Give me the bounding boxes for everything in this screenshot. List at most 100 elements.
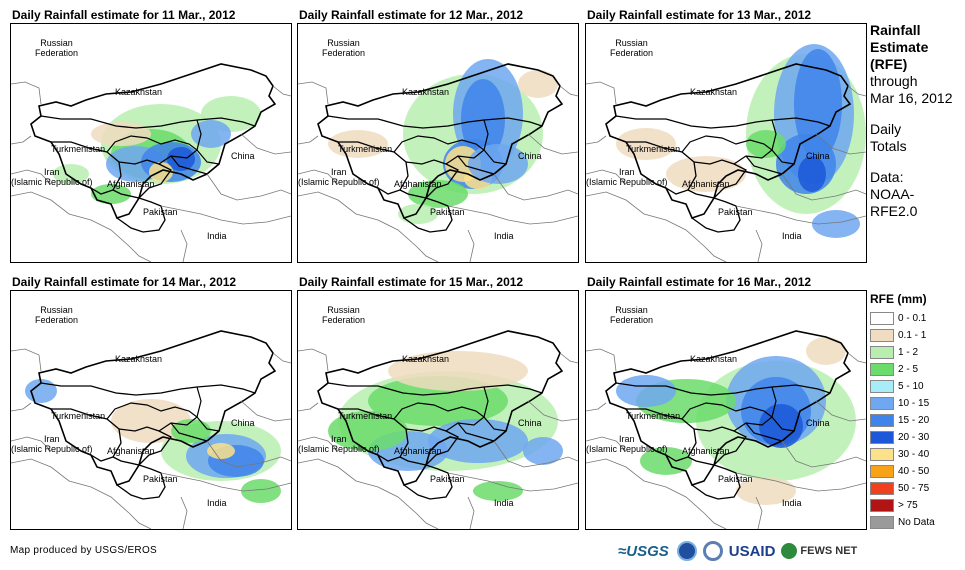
label-china: China bbox=[806, 418, 830, 428]
label-china: China bbox=[518, 151, 542, 161]
rainfall-area bbox=[171, 419, 211, 443]
rainfall-area bbox=[207, 443, 235, 459]
legend-label: 1 - 2 bbox=[898, 347, 919, 358]
rainfall-area bbox=[388, 351, 528, 391]
label-kazakhstan: Kazakhstan bbox=[402, 87, 450, 97]
legend-label: > 75 bbox=[898, 500, 918, 511]
daily-text: Daily bbox=[870, 121, 902, 137]
label-pakistan: Pakistan bbox=[430, 207, 465, 217]
rainfall-panel-14-mar: Daily Rainfall estimate for 14 Mar., 201… bbox=[10, 274, 292, 530]
rainfall-map: Russian Federation Kazakhstan Turkmenista… bbox=[10, 290, 292, 530]
panel-title: Daily Rainfall estimate for 12 Mar., 201… bbox=[299, 8, 524, 22]
rainfall-area bbox=[167, 147, 195, 171]
rainfall-area bbox=[736, 477, 796, 505]
label-afghanistan: Afghanistan bbox=[682, 446, 730, 456]
label-kazakhstan: Kazakhstan bbox=[690, 354, 738, 364]
label-russian-federation: Russian Federation bbox=[610, 305, 654, 325]
label-china: China bbox=[231, 151, 255, 161]
legend-label: 30 - 40 bbox=[898, 449, 930, 460]
rainfall-area bbox=[468, 144, 528, 184]
through-text: through bbox=[870, 73, 918, 89]
label-turkmenistan: Turkmenistan bbox=[338, 411, 393, 421]
rainfall-area bbox=[616, 128, 676, 160]
legend-swatch bbox=[870, 414, 894, 427]
totals-text: Totals bbox=[870, 138, 907, 154]
panel-title: Daily Rainfall estimate for 13 Mar., 201… bbox=[587, 8, 812, 22]
legend-swatch bbox=[870, 482, 894, 495]
label-afghanistan: Afghanistan bbox=[682, 179, 730, 189]
label-afghanistan: Afghanistan bbox=[107, 179, 155, 189]
legend-label: No Data bbox=[898, 517, 935, 528]
legend-swatch bbox=[870, 431, 894, 444]
legend-item: 20 - 30 bbox=[870, 429, 965, 446]
legend-swatch bbox=[870, 499, 894, 512]
legend-item: 0.1 - 1 bbox=[870, 327, 965, 344]
label-india: India bbox=[207, 231, 227, 241]
legend-item: 0 - 0.1 bbox=[870, 310, 965, 327]
rainfall-map: Russian Federation Kazakhstan Turkmenista… bbox=[585, 290, 867, 530]
legend-label: 10 - 15 bbox=[898, 398, 930, 409]
label-pakistan: Pakistan bbox=[143, 207, 178, 217]
label-pakistan: Pakistan bbox=[143, 474, 178, 484]
legend-label: 5 - 10 bbox=[898, 381, 924, 392]
rainfall-panel-12-mar: Daily Rainfall estimate for 12 Mar., 201… bbox=[297, 7, 579, 263]
label-kazakhstan: Kazakhstan bbox=[402, 354, 450, 364]
rainfall-panel-16-mar: Daily Rainfall estimate for 16 Mar., 201… bbox=[585, 274, 867, 530]
rainfall-panel-15-mar: Daily Rainfall estimate for 15 Mar., 201… bbox=[297, 274, 579, 530]
rainfall-map: Russian Federation Kazakhstan Turkmenista… bbox=[585, 23, 867, 263]
panel-title: Daily Rainfall estimate for 15 Mar., 201… bbox=[299, 275, 524, 289]
rainfall-area bbox=[91, 122, 151, 146]
legend-title: RFE (mm) bbox=[870, 292, 927, 306]
usaid-logo: USAID bbox=[728, 542, 776, 560]
label-india: India bbox=[207, 498, 227, 508]
through-date: Mar 16, 2012 bbox=[870, 90, 953, 106]
label-turkmenistan: Turkmenistan bbox=[626, 411, 681, 421]
fews-globe-icon bbox=[781, 543, 798, 559]
label-afghanistan: Afghanistan bbox=[394, 446, 442, 456]
rainfall-area bbox=[812, 210, 860, 238]
legend-item: No Data bbox=[870, 514, 965, 531]
legend-item: 5 - 10 bbox=[870, 378, 965, 395]
legend-item: 50 - 75 bbox=[870, 480, 965, 497]
label-turkmenistan: Turkmenistan bbox=[51, 144, 106, 154]
legend-item: 15 - 20 bbox=[870, 412, 965, 429]
data-source: RFE2.0 bbox=[870, 203, 918, 219]
label-kazakhstan: Kazakhstan bbox=[115, 87, 163, 97]
rainfall-map: Russian Federation Kazakhstan Turkmenista… bbox=[297, 290, 579, 530]
label-china: China bbox=[806, 151, 830, 161]
legend-swatch bbox=[870, 516, 894, 529]
rainfall-area bbox=[408, 180, 468, 208]
legend-item: 10 - 15 bbox=[870, 395, 965, 412]
rainfall-area bbox=[191, 120, 231, 148]
data-source: NOAA- bbox=[870, 186, 915, 202]
panel-title: Daily Rainfall estimate for 14 Mar., 201… bbox=[12, 275, 237, 289]
rainfall-map: Russian Federation Kazakhstan Turkmenista… bbox=[297, 23, 579, 263]
panel-title: Daily Rainfall estimate for 11 Mar., 201… bbox=[12, 8, 236, 22]
panel-title: Daily Rainfall estimate for 16 Mar., 201… bbox=[587, 275, 812, 289]
data-label: Data: bbox=[870, 169, 904, 185]
map-credit: Map produced by USGS/EROS bbox=[10, 545, 158, 556]
rainfall-area bbox=[398, 204, 438, 224]
rainfall-area bbox=[523, 437, 563, 465]
rainfall-area bbox=[794, 49, 842, 159]
label-india: India bbox=[494, 231, 514, 241]
label-afghanistan: Afghanistan bbox=[394, 179, 442, 189]
label-pakistan: Pakistan bbox=[718, 207, 753, 217]
rainfall-area bbox=[616, 375, 676, 407]
label-kazakhstan: Kazakhstan bbox=[690, 87, 738, 97]
legend-label: 15 - 20 bbox=[898, 415, 930, 426]
title-line: (RFE) bbox=[870, 56, 908, 72]
rainfall-area bbox=[473, 481, 523, 501]
legend-label: 40 - 50 bbox=[898, 466, 930, 477]
label-iran: Iran (Islamic Republic of) bbox=[298, 434, 380, 454]
dhs-seal-icon bbox=[702, 541, 723, 561]
fews-net-logo: FEWS NET bbox=[800, 545, 858, 557]
title-line: Estimate bbox=[870, 39, 929, 55]
label-russian-federation: Russian Federation bbox=[35, 305, 79, 325]
legend-item: 1 - 2 bbox=[870, 344, 965, 361]
legend-item: > 75 bbox=[870, 497, 965, 514]
label-pakistan: Pakistan bbox=[430, 474, 465, 484]
label-iran: Iran (Islamic Republic of) bbox=[298, 167, 380, 187]
legend-item: 40 - 50 bbox=[870, 463, 965, 480]
rainfall-area bbox=[666, 156, 746, 192]
